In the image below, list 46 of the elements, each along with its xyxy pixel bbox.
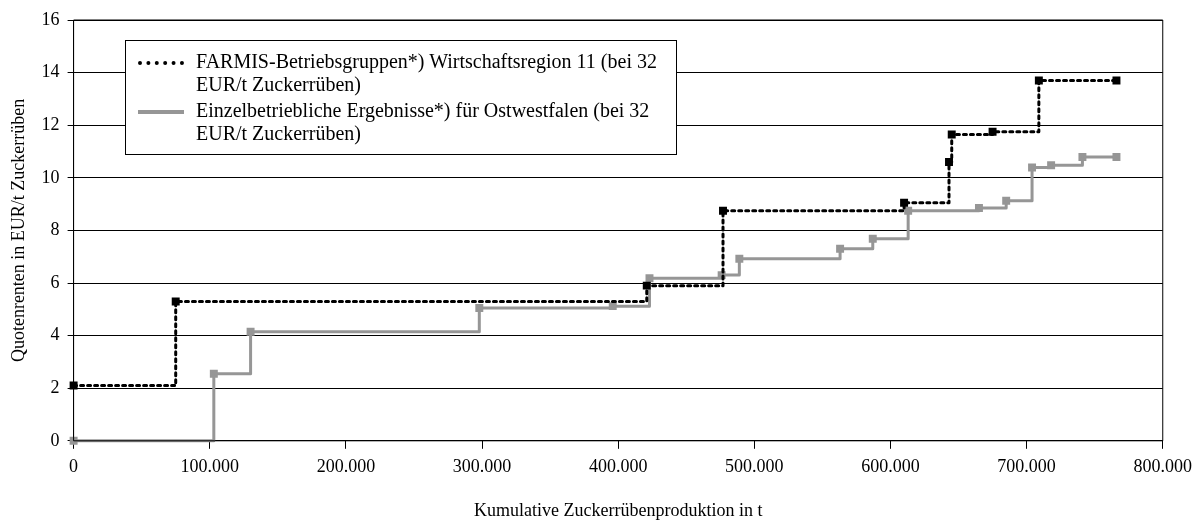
legend-label: FARMIS-Betriebsgruppen*) Wirtschaftsregion 11 (bei 32 EUR/t Zuckerrüben) — [196, 50, 658, 96]
point — [1112, 153, 1121, 161]
point — [1047, 161, 1056, 170]
point — [1002, 196, 1011, 205]
point — [1112, 76, 1121, 85]
point — [868, 234, 877, 243]
y-tick-label: 12 — [41, 113, 60, 134]
y-axis-title: Quotenrenten in EUR/t Zuckerrüben — [7, 98, 28, 363]
point — [1034, 76, 1043, 85]
x-tick-label: 600.000 — [861, 456, 920, 477]
x-tick-label: 500.000 — [725, 456, 784, 477]
point — [904, 206, 913, 215]
point — [608, 302, 617, 311]
x-tick-label: 100.000 — [180, 456, 239, 477]
point — [1028, 163, 1037, 172]
point — [209, 369, 218, 378]
point — [974, 204, 983, 213]
y-tick-label: 4 — [50, 324, 60, 345]
y-tick-label: 10 — [41, 166, 60, 187]
point — [475, 304, 484, 312]
y-tick-label: 16 — [41, 8, 60, 29]
x-axis-title: Kumulative Zuckerrübenproduktion in t — [473, 499, 763, 520]
point — [171, 297, 180, 306]
point — [246, 327, 255, 336]
y-tick-label: 8 — [50, 219, 60, 240]
point — [947, 130, 956, 139]
legend-label: Einzelbetriebliche Ergebnisse*) für Ostwestfalen (bei 32 EUR/t Zuckerrüben) — [196, 99, 651, 145]
x-tick-label: 400.000 — [588, 456, 648, 477]
point — [836, 244, 845, 253]
y-tick-label: 0 — [50, 429, 60, 450]
point — [1078, 153, 1087, 161]
point — [645, 274, 654, 283]
point — [988, 127, 997, 136]
x-tick-label: 700.000 — [997, 456, 1056, 477]
point — [719, 206, 727, 215]
point — [945, 158, 953, 166]
x-tick-label: 300.000 — [452, 456, 512, 477]
point — [642, 281, 651, 290]
x-tick-label: 800.000 — [1133, 456, 1192, 477]
x-tick-label: 200.000 — [316, 456, 376, 477]
point — [900, 198, 909, 207]
x-tick-label: 0 — [69, 456, 79, 477]
point — [735, 254, 744, 263]
y-tick-label: 14 — [41, 61, 60, 82]
y-tick-label: 6 — [50, 271, 60, 292]
y-tick-label: 2 — [50, 376, 60, 397]
